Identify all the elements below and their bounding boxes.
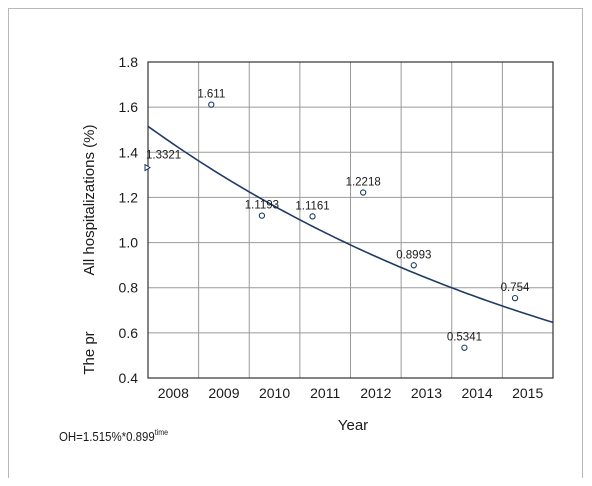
y-tick-labels: 0.4 0.6 0.8 1.0 1.2 1.4 1.6 1.8 bbox=[119, 54, 139, 386]
x-tick-label: 2014 bbox=[461, 385, 492, 401]
x-axis-label: Year bbox=[338, 417, 368, 434]
y-tick-label: 1.8 bbox=[119, 54, 139, 70]
plot-area bbox=[147, 61, 554, 379]
data-label: 0.8993 bbox=[396, 249, 431, 261]
x-tick-label: 2013 bbox=[411, 385, 442, 401]
data-label: 1.3321 bbox=[146, 150, 181, 162]
x-tick-label: 2008 bbox=[158, 385, 189, 401]
data-point-marker bbox=[410, 262, 417, 269]
formula-main: OH=1.515%*0.899 bbox=[59, 429, 155, 444]
x-tick-label: 2010 bbox=[259, 385, 290, 401]
formula-exponent: time bbox=[154, 428, 169, 437]
x-tick-label: 2015 bbox=[512, 385, 543, 401]
data-point-marker bbox=[461, 344, 468, 351]
y-tick-label: 1.4 bbox=[119, 144, 139, 160]
data-point-marker bbox=[258, 212, 266, 219]
y-axis-label: All hospitalizations (%) bbox=[81, 125, 98, 276]
data-labels: 1.3321 1.611 1.1193 1.1161 1.2218 0.8993 0.534… bbox=[146, 89, 530, 344]
trend-curve bbox=[147, 125, 554, 324]
data-point-marker bbox=[511, 294, 519, 302]
data-point-marker bbox=[144, 163, 151, 172]
data-point-marker bbox=[360, 189, 367, 196]
x-tick-label: 2012 bbox=[360, 385, 391, 401]
y-tick-label: 1.6 bbox=[119, 99, 139, 115]
data-label: 1.2218 bbox=[346, 177, 381, 189]
regression-formula: OH=1.515%*0.899time bbox=[59, 428, 168, 444]
x-tick-label: 2009 bbox=[208, 385, 239, 401]
data-label: 1.1161 bbox=[295, 200, 329, 212]
y-tick-label: 0.6 bbox=[119, 325, 139, 341]
data-points bbox=[144, 101, 519, 351]
y-tick-label: 0.4 bbox=[119, 370, 139, 386]
data-point-marker bbox=[208, 101, 215, 108]
data-label: 1.1193 bbox=[245, 200, 279, 212]
data-label: 1.611 bbox=[197, 89, 225, 101]
y-tick-label: 1.0 bbox=[119, 235, 139, 251]
data-label: 0.5341 bbox=[447, 332, 482, 344]
y-axis-label-fragment: The pr bbox=[81, 331, 98, 374]
data-point-marker bbox=[309, 213, 316, 220]
x-tick-labels: 2008 2009 2010 2011 2012 2013 2014 2015 bbox=[158, 385, 544, 401]
y-tick-label: 1.2 bbox=[119, 189, 139, 205]
y-tick-label: 0.8 bbox=[119, 280, 139, 296]
x-tick-label: 2011 bbox=[310, 385, 340, 401]
grid-lines bbox=[148, 61, 553, 379]
data-label: 0.754 bbox=[501, 282, 530, 294]
